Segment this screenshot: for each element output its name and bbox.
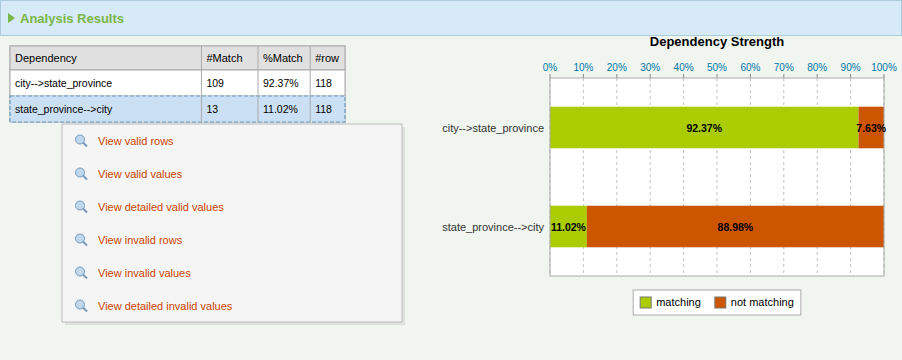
banner-marker xyxy=(8,13,15,23)
table-header xyxy=(10,46,345,70)
data-label: 88.98% xyxy=(718,221,754,233)
menu-icon-handle xyxy=(83,308,87,312)
menu-item[interactable]: View detailed invalid values xyxy=(98,300,233,312)
table-header-cell: Dependency xyxy=(15,52,77,64)
tick-label: 0% xyxy=(543,62,558,73)
tick-label: 10% xyxy=(573,62,593,73)
table-cell: 92.37% xyxy=(263,77,299,89)
bar xyxy=(550,107,859,149)
tick-label: 20% xyxy=(607,62,627,73)
plot-area xyxy=(550,78,884,276)
table-divider xyxy=(257,46,258,122)
tick-mark xyxy=(683,74,684,78)
table-cell: 118 xyxy=(315,103,332,115)
table-header-cell: #row xyxy=(315,52,339,64)
menu-item[interactable]: View valid rows xyxy=(98,135,174,147)
background xyxy=(0,0,902,360)
menu-icon-handle xyxy=(83,176,87,180)
tick-mark xyxy=(583,74,584,78)
bars xyxy=(550,107,884,248)
legend-swatch xyxy=(640,297,651,308)
menu-item[interactable]: View invalid rows xyxy=(98,234,183,246)
page: Analysis Results Dependency #Match %Match #r… xyxy=(0,0,902,360)
tick-mark xyxy=(717,74,718,78)
menu-item[interactable]: View invalid values xyxy=(98,267,191,279)
tick-mark xyxy=(550,74,551,78)
context-menu xyxy=(62,124,402,322)
menu-icon-handle xyxy=(83,275,87,279)
legend-entry: matching xyxy=(656,296,701,308)
legend-entry: not matching xyxy=(731,296,794,308)
legend-frame xyxy=(633,290,801,315)
menu-item[interactable]: View valid values xyxy=(98,168,183,180)
tick-mark xyxy=(650,74,651,78)
banner xyxy=(1,1,902,36)
category-label: city-->state_province xyxy=(442,122,544,134)
menu-icon-handle xyxy=(83,209,87,213)
data-label: 7.63% xyxy=(856,122,886,134)
tick-label: 50% xyxy=(707,62,727,73)
tick-mark xyxy=(817,74,818,78)
table-divider xyxy=(310,46,311,122)
tick-mark xyxy=(850,74,851,78)
tick-mark xyxy=(616,74,617,78)
category-label: state_province-->city xyxy=(442,221,544,233)
banner-title: Analysis Results xyxy=(20,11,124,26)
table-cell: 109 xyxy=(206,77,224,89)
bar xyxy=(550,206,587,248)
menu-item[interactable]: View detailed valid values xyxy=(98,201,224,213)
tick-label: 80% xyxy=(807,62,827,73)
tick-label: 100% xyxy=(871,62,897,73)
table-cell: 118 xyxy=(315,77,332,89)
table xyxy=(10,46,345,122)
table-divider xyxy=(201,46,202,122)
tick-label: 90% xyxy=(841,62,861,73)
data-label: 92.37% xyxy=(686,122,722,134)
table-cell: state_province-->city xyxy=(15,103,113,115)
menu-icon-handle xyxy=(83,242,87,246)
table-cell: city-->state_province xyxy=(15,77,112,89)
table-cell: 11.02% xyxy=(263,103,298,115)
tick-label: 40% xyxy=(674,62,694,73)
menu-icon-handle xyxy=(83,143,87,147)
tick-mark xyxy=(783,74,784,78)
tick-mark xyxy=(750,74,751,78)
tick-label: 70% xyxy=(774,62,794,73)
plot-frame xyxy=(550,78,884,276)
table-row xyxy=(10,70,345,96)
tick-mark xyxy=(884,74,885,78)
table-header-cell: #Match xyxy=(206,52,242,64)
legend-swatch xyxy=(715,297,726,308)
table-cell: 13 xyxy=(206,103,218,115)
legend: matching not matching xyxy=(633,290,801,315)
tick-label: 30% xyxy=(640,62,660,73)
table-row-selected xyxy=(10,96,345,122)
chart-title: Dependency Strength xyxy=(650,34,784,49)
table-header-cell: %Match xyxy=(263,52,303,64)
data-label: 11.02% xyxy=(551,221,587,233)
tick-label: 60% xyxy=(740,62,760,73)
bar xyxy=(587,206,884,248)
